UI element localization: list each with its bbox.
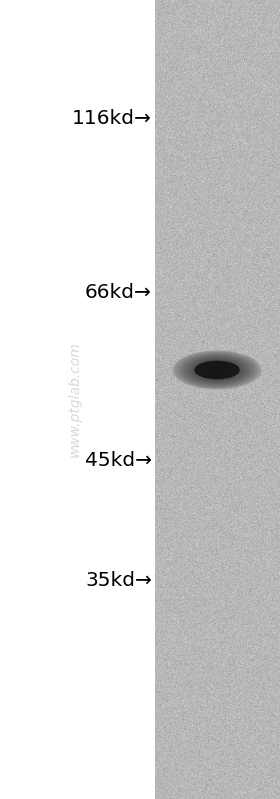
Ellipse shape — [187, 357, 247, 383]
Ellipse shape — [178, 353, 256, 387]
Ellipse shape — [195, 360, 239, 380]
Ellipse shape — [188, 358, 246, 383]
Ellipse shape — [184, 356, 250, 384]
Ellipse shape — [196, 361, 238, 379]
Ellipse shape — [202, 364, 232, 376]
Ellipse shape — [208, 366, 226, 374]
Text: 66kd→: 66kd→ — [85, 283, 152, 301]
Ellipse shape — [205, 365, 229, 376]
Ellipse shape — [173, 351, 261, 389]
Ellipse shape — [207, 366, 227, 374]
Ellipse shape — [195, 361, 239, 379]
Ellipse shape — [194, 360, 240, 380]
Ellipse shape — [203, 364, 231, 376]
Ellipse shape — [179, 354, 255, 386]
Ellipse shape — [192, 359, 242, 381]
Ellipse shape — [204, 364, 230, 376]
Ellipse shape — [198, 362, 236, 378]
Text: 116kd→: 116kd→ — [72, 109, 152, 128]
Ellipse shape — [182, 355, 252, 385]
Ellipse shape — [211, 368, 223, 372]
Ellipse shape — [185, 356, 249, 384]
Ellipse shape — [210, 368, 224, 373]
Ellipse shape — [193, 360, 241, 380]
Ellipse shape — [179, 353, 255, 387]
Ellipse shape — [183, 356, 251, 385]
Ellipse shape — [200, 363, 234, 377]
Ellipse shape — [174, 352, 260, 388]
Ellipse shape — [191, 359, 243, 381]
Ellipse shape — [216, 369, 218, 371]
Text: 35kd→: 35kd→ — [85, 570, 152, 590]
Ellipse shape — [213, 368, 221, 372]
Text: 45kd→: 45kd→ — [85, 451, 152, 470]
Ellipse shape — [214, 368, 220, 372]
Ellipse shape — [190, 358, 244, 382]
Text: www.ptglab.com: www.ptglab.com — [68, 342, 82, 457]
Ellipse shape — [215, 369, 219, 371]
Ellipse shape — [175, 352, 259, 388]
Ellipse shape — [206, 365, 228, 375]
Ellipse shape — [181, 354, 253, 386]
Ellipse shape — [186, 356, 248, 384]
Ellipse shape — [197, 361, 237, 379]
Ellipse shape — [209, 367, 225, 373]
Ellipse shape — [176, 352, 258, 388]
Ellipse shape — [199, 363, 235, 378]
